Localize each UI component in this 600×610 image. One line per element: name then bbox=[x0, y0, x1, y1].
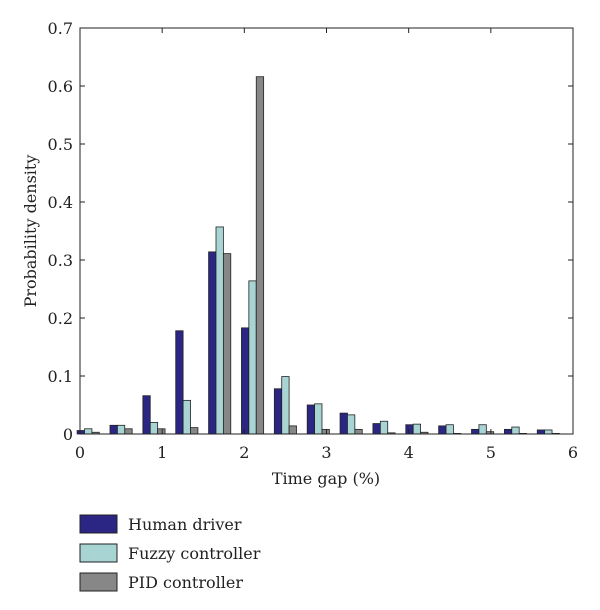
y-tick-label-7: 0.7 bbox=[48, 19, 73, 38]
bar-2-12 bbox=[445, 424, 454, 435]
bar-2-2 bbox=[116, 424, 126, 435]
y-tick-label-3: 0.3 bbox=[48, 251, 73, 270]
bar-1-3 bbox=[142, 395, 151, 435]
x-tick-label-2: 2 bbox=[239, 443, 249, 462]
bar-1-11 bbox=[405, 424, 414, 435]
bar-1-12 bbox=[438, 425, 447, 435]
y-axis-label: Probability density bbox=[21, 155, 40, 308]
bar-2-4 bbox=[182, 399, 191, 435]
bar-2-6 bbox=[248, 280, 257, 435]
bar-1-15 bbox=[536, 429, 546, 435]
bar-1-7 bbox=[273, 388, 283, 435]
bars-group bbox=[76, 76, 560, 435]
bar-2-10 bbox=[379, 420, 389, 435]
bar-3-9 bbox=[354, 428, 363, 435]
ticks-group: 0 1 2 3 4 5 6 0 0.1 0.2 0.3 0.4 0.5 0.6 0.7 bbox=[48, 19, 579, 462]
bar-2-9 bbox=[347, 414, 356, 435]
bar-1-14 bbox=[503, 428, 513, 435]
legend-swatch-3 bbox=[79, 572, 118, 592]
bar-2-14 bbox=[511, 426, 520, 435]
y-tick-label-0: 0 bbox=[63, 425, 73, 444]
y-tick-label-6: 0.6 bbox=[48, 77, 73, 96]
legend-label-2: Fuzzy controller bbox=[128, 544, 261, 563]
bar-1-13 bbox=[471, 428, 480, 435]
x-tick-label-3: 3 bbox=[321, 443, 331, 462]
bar-3-3 bbox=[157, 428, 166, 435]
bar-2-11 bbox=[412, 423, 421, 435]
y-tick-label-1: 0.1 bbox=[48, 367, 73, 386]
bar-3-7 bbox=[288, 425, 297, 435]
y-tick-label-5: 0.5 bbox=[48, 135, 73, 154]
bar-1-1 bbox=[76, 430, 85, 435]
x-tick-label-0: 0 bbox=[75, 443, 85, 462]
plot-area bbox=[80, 28, 573, 434]
legend-label-1: Human driver bbox=[128, 515, 242, 534]
bar-3-4 bbox=[190, 427, 199, 435]
bar-3-8 bbox=[321, 428, 330, 435]
bar-2-8 bbox=[314, 403, 323, 435]
bar-2-5 bbox=[215, 226, 224, 435]
bar-1-8 bbox=[306, 404, 315, 435]
y-tick-label-4: 0.4 bbox=[48, 193, 73, 212]
bar-3-6 bbox=[255, 76, 265, 435]
legend-swatch-2 bbox=[79, 543, 118, 563]
bar-1-10 bbox=[372, 423, 381, 435]
bar-2-7 bbox=[281, 376, 290, 435]
legend: Human driver Fuzzy controller PID controll… bbox=[79, 514, 261, 592]
legend-label-3: PID controller bbox=[128, 573, 243, 592]
y-tick-label-2: 0.2 bbox=[48, 309, 73, 328]
x-tick-label-4: 4 bbox=[404, 443, 414, 462]
bar-1-4 bbox=[175, 330, 184, 435]
bar-2-13 bbox=[478, 424, 487, 435]
bar-1-6 bbox=[241, 327, 250, 435]
bar-2-1 bbox=[84, 428, 93, 435]
bar-3-5 bbox=[222, 253, 232, 435]
bar-1-5 bbox=[208, 251, 217, 435]
legend-swatch-1 bbox=[79, 514, 118, 534]
bar-2-3 bbox=[149, 421, 159, 435]
bar-1-9 bbox=[339, 412, 348, 435]
x-tick-label-5: 5 bbox=[486, 443, 496, 462]
bar-2-15 bbox=[544, 429, 553, 435]
bar-1-2 bbox=[109, 424, 118, 435]
x-axis-label: Time gap (%) bbox=[272, 469, 380, 488]
bar-3-2 bbox=[124, 428, 133, 435]
x-tick-label-1: 1 bbox=[157, 443, 167, 462]
x-tick-label-6: 6 bbox=[568, 443, 578, 462]
